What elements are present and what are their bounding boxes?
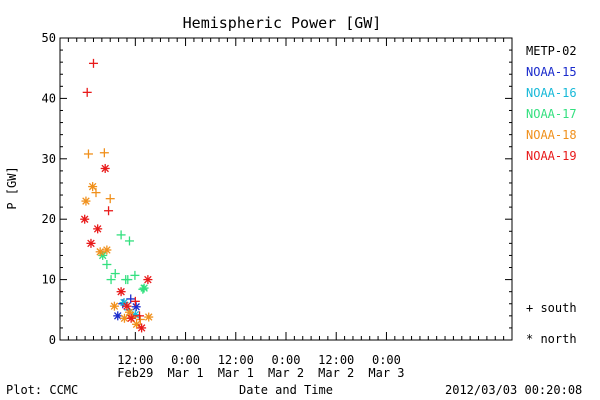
data-point-north (81, 196, 91, 206)
x-tick-label-time: 0:00 (272, 353, 301, 367)
data-point-north (139, 283, 149, 293)
data-point-north (116, 287, 126, 297)
x-tick-label-date: Mar 3 (368, 366, 404, 380)
y-tick-label: 50 (42, 31, 56, 45)
legend-entry: NOAA-17 (526, 107, 577, 121)
x-tick-label-time: 12:00 (318, 353, 354, 367)
data-point-north (113, 311, 123, 321)
y-tick-label: 0 (49, 333, 56, 347)
data-point-south (130, 296, 140, 306)
data-point-north (88, 182, 98, 192)
data-point-north (109, 301, 119, 311)
data-point-south (105, 194, 115, 204)
data-point-north (100, 163, 110, 173)
x-tick-label-date: Mar 1 (167, 366, 203, 380)
data-point-south (104, 206, 114, 216)
data-points (80, 58, 154, 333)
data-point-north (144, 312, 154, 322)
y-tick-label: 10 (42, 273, 56, 287)
x-tick-label-date: Feb29 (117, 366, 153, 380)
legend-entry: NOAA-18 (526, 128, 577, 142)
data-point-south (106, 275, 116, 285)
y-tick-label: 20 (42, 212, 56, 226)
data-point-north (119, 313, 129, 323)
x-tick-label-time: 12:00 (117, 353, 153, 367)
data-point-south (126, 294, 136, 304)
data-point-north (126, 313, 136, 323)
data-point-north (80, 214, 90, 224)
data-point-south (88, 58, 98, 68)
legend-entry: METP-02 (526, 44, 577, 58)
footer-credit: Plot: CCMC (6, 383, 78, 397)
data-point-north (137, 323, 147, 333)
data-point-north (122, 301, 132, 311)
data-point-south (91, 188, 101, 198)
y-axis-label: P [GW] (5, 166, 19, 209)
symbol-legend-entry: * north (526, 332, 577, 346)
data-point-south (83, 149, 93, 159)
data-point-south (116, 230, 126, 240)
x-tick-label-time: 0:00 (372, 353, 401, 367)
data-point-north (102, 245, 112, 255)
x-axis-label: Date and Time (239, 383, 333, 397)
data-point-south (130, 270, 140, 280)
data-point-north (132, 319, 142, 329)
x-tick-label-date: Mar 2 (318, 366, 354, 380)
data-point-north (93, 224, 103, 234)
y-tick-label: 40 (42, 91, 56, 105)
x-tick-label-date: Mar 1 (218, 366, 254, 380)
data-point-south (82, 87, 92, 97)
data-point-south (135, 311, 145, 321)
data-point-south (124, 236, 134, 246)
data-point-south (102, 260, 112, 269)
chart-title: Hemispheric Power [GW] (183, 14, 382, 32)
x-tick-label-date: Mar 2 (268, 366, 304, 380)
x-tick-label-time: 12:00 (218, 353, 254, 367)
footer-timestamp: 2012/03/03 00:20:08 (445, 383, 582, 397)
data-point-south (99, 148, 109, 158)
legend-entry: NOAA-16 (526, 86, 577, 100)
data-point-north (86, 238, 96, 248)
y-tick-label: 30 (42, 152, 56, 166)
legend-entry: NOAA-19 (526, 149, 577, 163)
x-tick-label-time: 0:00 (171, 353, 200, 367)
legend-entry: NOAA-15 (526, 65, 577, 79)
data-point-south (110, 269, 120, 279)
data-point-north (143, 275, 153, 285)
data-point-north (95, 247, 105, 257)
legend: METP-02 NOAA-15 NOAA-16 NOAA-17 NOAA-18 NOAA-… (526, 44, 577, 346)
data-point-north (131, 302, 141, 312)
plot-frame (59, 37, 513, 341)
data-point-south (123, 275, 133, 285)
symbol-legend-entry: + south (526, 301, 577, 315)
